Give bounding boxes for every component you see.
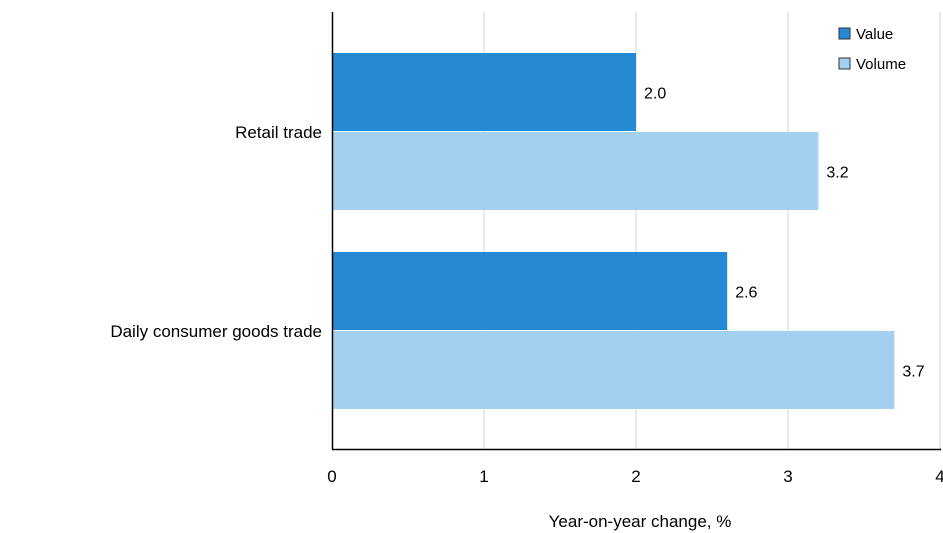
x-axis-title: Year-on-year change, % (549, 512, 732, 531)
legend: Value Volume (838, 26, 906, 73)
bar-volume (333, 132, 819, 210)
x-tick-label: 1 (479, 467, 488, 486)
bar-volume (333, 331, 895, 409)
data-label: 3.2 (826, 165, 848, 182)
x-tick-labels: 0 1 2 3 4 (327, 467, 943, 486)
legend-label: Volume (856, 56, 906, 73)
category-label: Retail trade (235, 123, 322, 142)
bar-value (333, 252, 728, 330)
data-label: 2.0 (644, 86, 666, 103)
legend-label: Value (856, 26, 893, 43)
axes (331, 12, 941, 451)
category-labels: Retail trade Daily consumer goods trade (110, 123, 322, 341)
x-tick-label: 2 (631, 467, 640, 486)
x-tick-label: 3 (783, 467, 792, 486)
bars (333, 53, 895, 409)
legend-swatch (838, 57, 851, 70)
category-label: Daily consumer goods trade (110, 322, 322, 341)
x-tick-label: 0 (327, 467, 336, 486)
legend-swatch (838, 27, 851, 40)
data-label: 2.6 (735, 285, 757, 302)
x-tick-label: 4 (935, 467, 943, 486)
data-labels: 2.0 3.2 2.6 3.7 (644, 86, 925, 381)
data-label: 3.7 (902, 364, 924, 381)
bar-value (333, 53, 636, 131)
